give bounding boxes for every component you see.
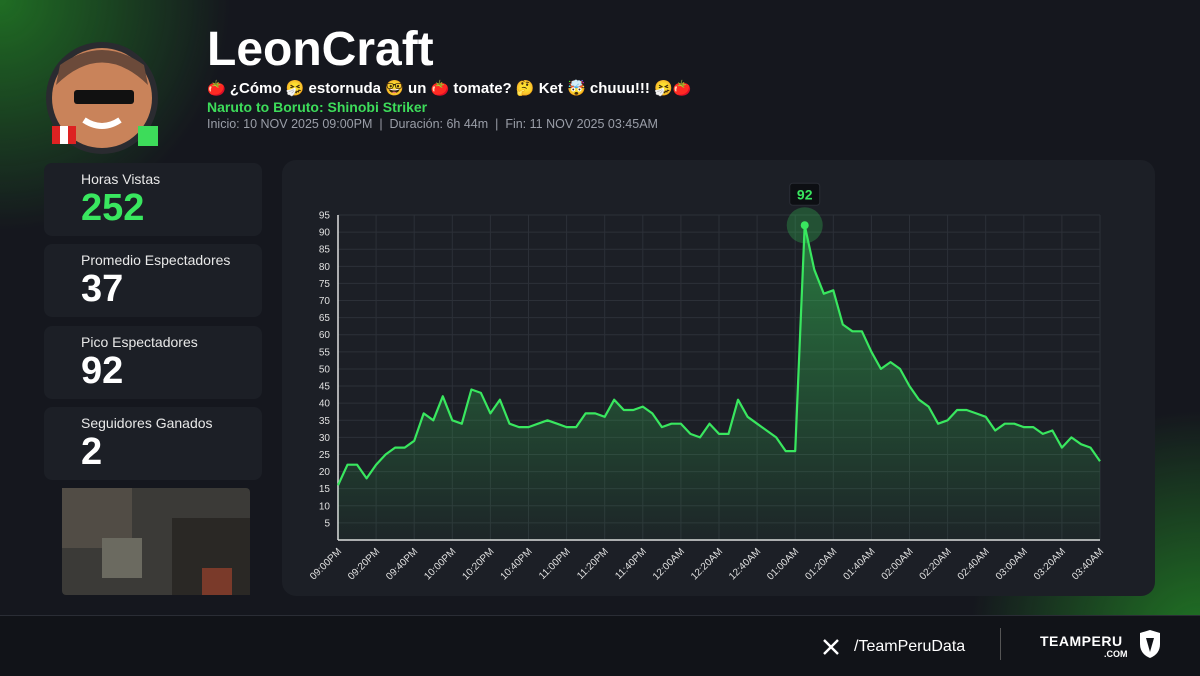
stat-label: Pico Espectadores xyxy=(81,333,198,350)
x-tick-label: 03:00AM xyxy=(994,546,1030,582)
x-tick-label: 03:40AM xyxy=(1070,546,1106,582)
y-tick-label: 85 xyxy=(319,245,331,256)
peak-glow xyxy=(786,207,823,244)
x-tick-label: 09:40PM xyxy=(384,546,420,582)
y-tick-label: 80 xyxy=(319,262,331,273)
x-tick-label: 12:00AM xyxy=(651,546,687,582)
x-tick-label: 11:20PM xyxy=(575,546,611,582)
x-tick-label: 10:00PM xyxy=(422,546,458,582)
x-tick-label: 10:20PM xyxy=(460,546,496,582)
y-tick-label: 75 xyxy=(319,279,331,290)
x-tick-label: 09:00PM xyxy=(308,546,344,582)
y-tick-label: 65 xyxy=(319,313,331,324)
x-tick-label: 11:00PM xyxy=(537,546,573,582)
stat-label: Horas Vistas xyxy=(81,171,161,187)
y-tick-label: 90 xyxy=(319,228,331,239)
x-tick-label: 02:40AM xyxy=(956,546,992,582)
stat-value: 92 xyxy=(81,349,124,392)
y-tick-label: 5 xyxy=(324,518,330,529)
brand: TEAMPERU xyxy=(1040,633,1123,649)
y-tick-label: 20 xyxy=(319,467,331,478)
x-tick-label: 01:00AM xyxy=(765,546,801,582)
y-tick-label: 45 xyxy=(319,382,331,393)
stat-value: 2 xyxy=(81,430,103,473)
x-tick-label: 02:20AM xyxy=(918,546,954,582)
footer xyxy=(0,615,1200,676)
streamer-name: LeonCraft xyxy=(207,23,434,76)
stream-title: 🍅 ¿Cómo 🤧 estornuda 🤓 un 🍅 tomate? 🤔 Ket… xyxy=(207,80,692,97)
y-tick-label: 50 xyxy=(319,364,331,375)
stat-value: 37 xyxy=(81,268,124,311)
y-tick-label: 15 xyxy=(319,484,331,495)
y-tick-label: 10 xyxy=(319,501,331,512)
stat-card: Seguidores Ganados 2 xyxy=(44,406,262,480)
stat-card: Horas Vistas 252 xyxy=(44,163,262,236)
brand-sub: .COM xyxy=(1104,649,1128,659)
divider xyxy=(1000,628,1001,660)
handle: /TeamPeruData xyxy=(854,638,966,655)
x-tick-label: 02:00AM xyxy=(880,546,916,582)
y-tick-label: 70 xyxy=(319,296,331,307)
y-tick-label: 95 xyxy=(319,211,331,222)
y-tick-label: 55 xyxy=(319,347,331,358)
x-tick-label: 11:40PM xyxy=(613,546,649,582)
y-tick-label: 25 xyxy=(319,450,331,461)
y-tick-label: 40 xyxy=(319,399,331,410)
x-tick-label: 01:20AM xyxy=(803,546,839,582)
stat-card: Pico Espectadores 92 xyxy=(44,325,262,399)
avatar xyxy=(46,42,158,154)
x-tick-label: 12:20AM xyxy=(689,546,725,582)
chart-panel xyxy=(282,160,1155,596)
peak-label: 92 xyxy=(797,186,813,202)
x-tick-label: 01:40AM xyxy=(841,546,877,582)
y-tick-label: 35 xyxy=(319,416,331,427)
x-tick-label: 03:20AM xyxy=(1032,546,1068,582)
x-tick-label: 09:20PM xyxy=(346,546,382,582)
x-tick-label: 10:40PM xyxy=(499,546,535,582)
line xyxy=(337,224,1101,486)
x-tick-label: 12:40AM xyxy=(727,546,763,582)
game: Naruto to Boruto: Shinobi Striker xyxy=(207,99,428,115)
line-area xyxy=(338,225,1100,541)
x-logo xyxy=(823,639,839,655)
y-tick-label: 30 xyxy=(319,433,331,444)
stat-label: Seguidores Ganados xyxy=(81,414,213,431)
stat-card: Promedio Espectadores 37 xyxy=(44,244,262,318)
peak-marker xyxy=(800,221,809,230)
y-tick-label: 60 xyxy=(319,330,331,341)
stream-meta: Inicio: 10 NOV 2025 09:00PM | Duración: … xyxy=(207,117,658,131)
thumbnail xyxy=(62,488,250,595)
stat-label: Promedio Espectadores xyxy=(81,252,231,269)
peak-label-box xyxy=(789,182,821,206)
shield-logo xyxy=(1140,630,1160,658)
stat-value: 252 xyxy=(81,187,145,229)
